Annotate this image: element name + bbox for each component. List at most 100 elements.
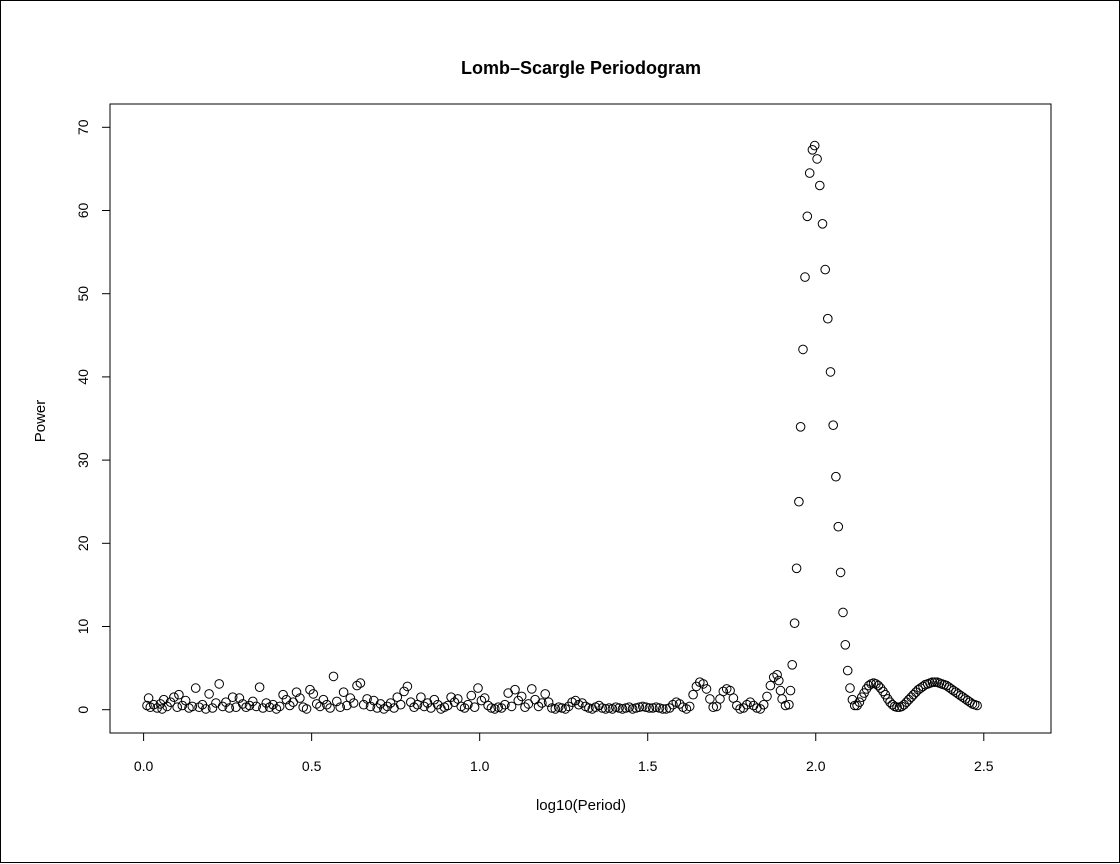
data-point [948,685,959,696]
data-point [854,697,865,708]
data-point [668,699,678,710]
data-point [882,694,893,704]
data-point [486,703,497,713]
data-point [419,701,430,712]
data-point [892,702,902,713]
data-point [661,704,672,714]
data-point [355,678,366,688]
data-point [908,689,919,700]
data-point [789,618,800,629]
data-point [904,694,914,705]
data-point [335,702,346,713]
data-point [849,700,860,711]
data-point [506,701,517,712]
data-point [852,700,862,711]
data-point [227,692,238,703]
data-point [758,699,769,710]
data-point [157,704,167,714]
data-point [264,702,275,713]
data-point [379,704,389,714]
data-point [584,703,594,713]
data-point [500,699,510,710]
data-point [406,697,416,708]
data-point [768,672,779,683]
data-point [804,168,815,178]
data-point [845,683,855,693]
data-point [358,699,369,710]
data-point [597,703,608,713]
data-point [375,699,386,709]
data-point [658,704,668,714]
data-point [600,704,611,714]
data-point [557,703,567,713]
data-point [927,677,938,688]
data-point [817,219,828,229]
data-point [745,697,756,708]
data-point [780,700,791,711]
data-point [221,697,231,708]
data-point [248,696,258,707]
data-point [510,684,520,695]
data-point [520,702,530,713]
x-tick-label: 0.0 [134,758,154,774]
data-point [617,704,628,714]
data-point [365,701,376,712]
data-point [473,683,483,693]
data-point [906,692,917,703]
data-point [718,686,729,697]
data-point [684,701,695,712]
data-point [338,687,349,698]
data-point [194,702,204,713]
x-tick-label: 1.0 [470,758,490,774]
data-point [688,689,698,700]
y-tick-label: 10 [75,619,91,635]
data-point [831,471,841,482]
data-point [875,683,886,693]
data-point [345,693,356,703]
data-point [864,680,874,691]
data-point [611,702,621,713]
data-point [732,700,742,711]
data-point [698,679,709,689]
data-point [322,699,332,710]
data-point [328,671,339,682]
data-point [459,703,470,713]
y-tick-label: 50 [75,286,91,302]
data-point [627,704,638,714]
plot-area-border [109,103,1052,734]
data-point [651,702,661,713]
data-point [291,687,302,698]
data-point [174,689,184,700]
data-point [271,704,282,714]
data-point [637,701,648,712]
data-point [204,689,214,699]
data-point [281,694,292,705]
data-point [842,665,853,676]
data-point [614,703,624,713]
data-point [840,640,851,650]
data-point [325,703,335,713]
data-point [258,703,268,713]
data-point [416,692,426,703]
data-point [399,686,409,697]
data-point [493,702,504,713]
data-point [395,699,406,710]
data-point [402,681,413,692]
data-point [913,684,924,695]
data-point [560,704,571,714]
data-point [476,695,487,706]
data-point [540,689,551,699]
x-tick-label: 1.5 [638,758,658,774]
data-point [145,702,156,713]
data-point [838,607,848,618]
data-point [648,703,658,713]
data-point [887,699,898,710]
y-axis: 0 10 20 30 40 50 60 70 [75,119,111,714]
data-point [463,699,473,710]
data-point [190,683,201,693]
y-tick-label: 60 [75,203,91,219]
data-point [847,694,858,705]
data-point [285,700,295,711]
